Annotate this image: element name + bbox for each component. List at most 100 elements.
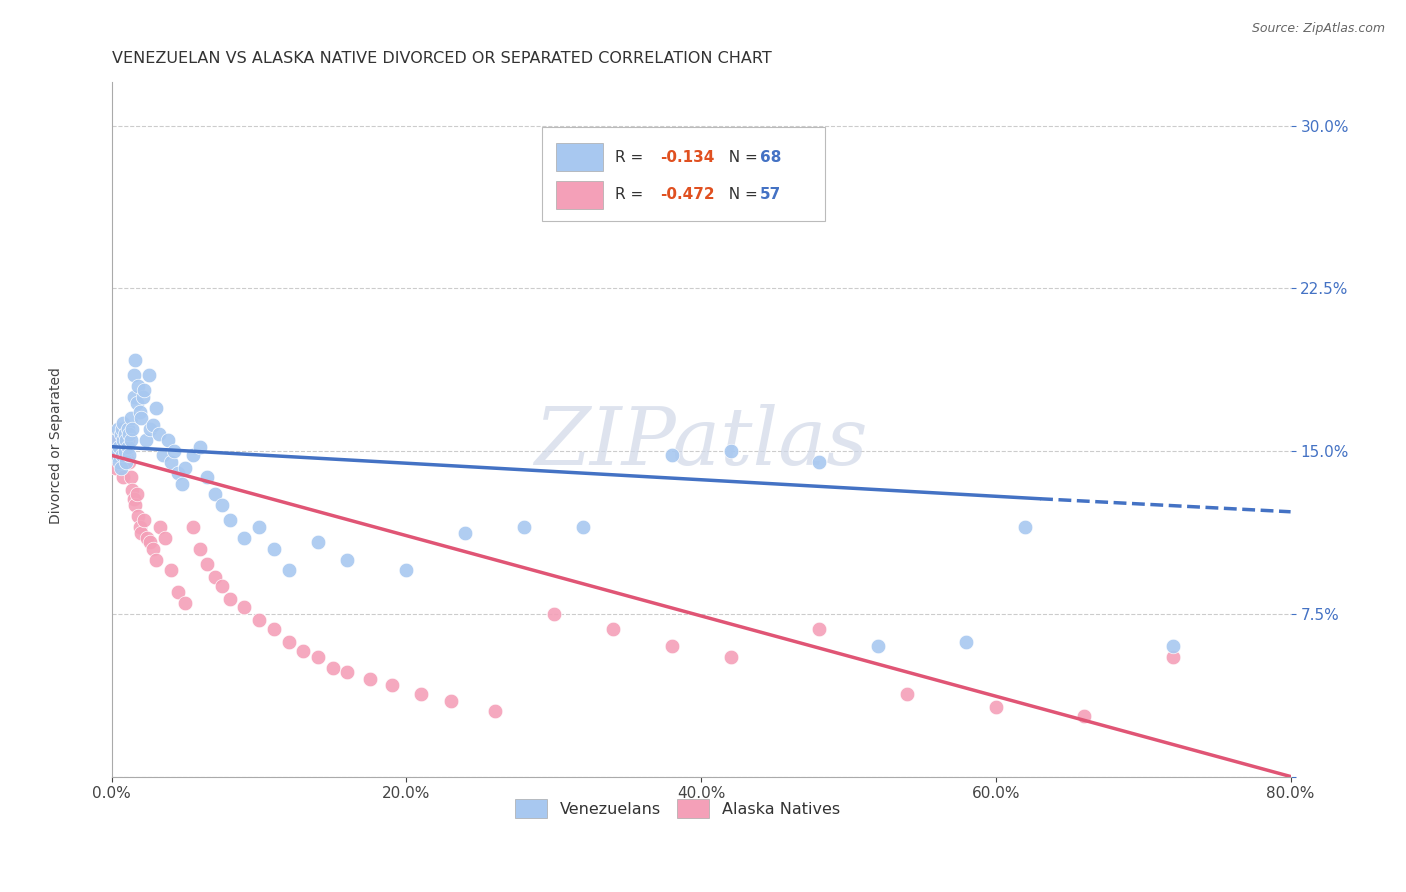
Point: [172, 476, 194, 491]
Text: -0.472: -0.472: [659, 187, 714, 202]
Point: [174, 461, 197, 475]
Point: [110, 461, 132, 475]
Point: [111, 448, 134, 462]
Point: [139, 422, 162, 436]
Point: [866, 640, 889, 654]
Point: [105, 461, 128, 475]
Point: [661, 448, 683, 462]
Point: [129, 411, 152, 425]
Point: [105, 433, 128, 447]
Point: [1161, 650, 1184, 665]
Text: 57: 57: [761, 187, 782, 202]
Point: [543, 607, 565, 621]
Point: [484, 705, 506, 719]
Point: [111, 440, 134, 454]
Point: [148, 426, 170, 441]
Point: [1073, 708, 1095, 723]
Point: [107, 422, 129, 436]
Text: R =: R =: [614, 150, 648, 165]
Point: [108, 455, 131, 469]
Point: [107, 433, 129, 447]
Point: [112, 416, 135, 430]
Point: [197, 470, 219, 484]
Text: ZIPatlas: ZIPatlas: [534, 404, 868, 482]
Point: [107, 444, 129, 458]
Point: [149, 520, 172, 534]
Point: [118, 455, 141, 469]
Point: [808, 455, 831, 469]
Point: [572, 520, 595, 534]
Point: [204, 487, 226, 501]
Text: Source: ZipAtlas.com: Source: ZipAtlas.com: [1251, 22, 1385, 36]
Point: [454, 526, 477, 541]
Point: [121, 483, 143, 497]
Point: [159, 455, 181, 469]
Point: [112, 470, 135, 484]
Text: R =: R =: [614, 187, 648, 202]
Point: [118, 426, 141, 441]
Point: [204, 570, 226, 584]
Point: [131, 390, 153, 404]
Point: [381, 678, 404, 692]
Point: [125, 396, 148, 410]
Point: [112, 433, 135, 447]
Text: 68: 68: [761, 150, 782, 165]
Point: [142, 541, 165, 556]
Point: [720, 650, 742, 665]
Point: [135, 433, 157, 447]
Point: [955, 635, 977, 649]
Point: [322, 661, 344, 675]
Point: [211, 498, 233, 512]
Point: [129, 526, 152, 541]
Point: [115, 448, 138, 462]
Point: [117, 440, 139, 454]
Point: [125, 487, 148, 501]
Point: [211, 578, 233, 592]
Point: [108, 444, 131, 458]
Point: [156, 433, 179, 447]
Point: [110, 455, 132, 469]
Point: [104, 448, 127, 462]
Point: [124, 498, 146, 512]
Point: [120, 411, 142, 425]
Point: [117, 422, 139, 436]
Point: [359, 672, 381, 686]
Point: [122, 390, 145, 404]
Text: VENEZUELAN VS ALASKA NATIVE DIVORCED OR SEPARATED CORRELATION CHART: VENEZUELAN VS ALASKA NATIVE DIVORCED OR …: [111, 51, 772, 66]
Point: [121, 422, 143, 436]
Bar: [557, 181, 603, 209]
Point: [134, 513, 156, 527]
Text: -0.134: -0.134: [659, 150, 714, 165]
Point: [115, 455, 138, 469]
FancyBboxPatch shape: [541, 128, 825, 221]
Point: [1161, 640, 1184, 654]
Point: [336, 665, 359, 680]
Point: [263, 541, 285, 556]
Point: [108, 440, 131, 454]
Point: [117, 433, 139, 447]
Text: N =: N =: [718, 187, 762, 202]
Point: [174, 596, 197, 610]
Point: [307, 535, 329, 549]
Point: [162, 444, 184, 458]
Point: [111, 422, 134, 436]
Point: [134, 384, 156, 398]
Point: [124, 352, 146, 367]
Point: [247, 613, 270, 627]
Point: [167, 466, 190, 480]
Point: [395, 563, 418, 577]
Point: [808, 622, 831, 636]
Point: [233, 531, 256, 545]
Point: [513, 520, 536, 534]
Point: [181, 520, 204, 534]
Point: [138, 368, 160, 382]
Point: [411, 687, 433, 701]
Text: Divorced or Separated: Divorced or Separated: [49, 368, 63, 524]
Bar: [557, 144, 603, 171]
Point: [127, 509, 149, 524]
Point: [110, 426, 132, 441]
Point: [115, 433, 138, 447]
Point: [127, 379, 149, 393]
Point: [984, 700, 1007, 714]
Point: [122, 491, 145, 506]
